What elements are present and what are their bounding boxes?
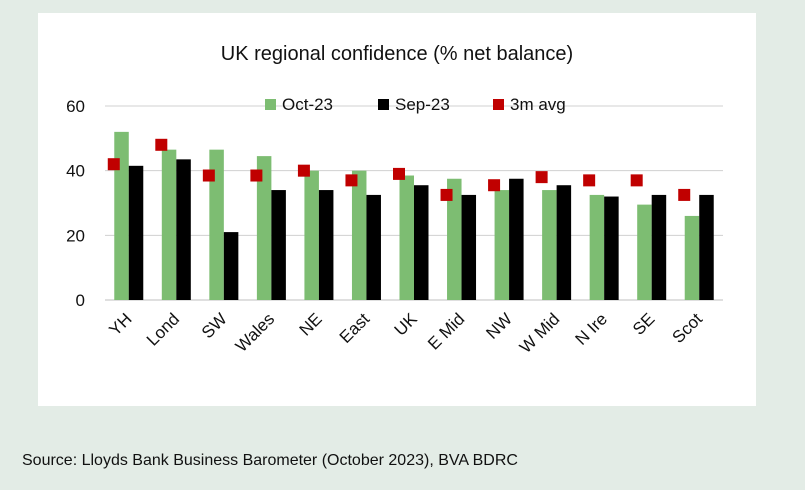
x-tick-label: Scot [669,309,707,347]
x-tick-label: Lond [143,309,183,349]
bar-oct-scot [684,215,700,300]
bar-sep-e-mid [461,194,477,300]
x-tick-label: YH [105,309,135,339]
bar-sep-sw [223,232,239,300]
x-tick-label: SE [629,309,658,338]
x-tick-label: Wales [232,309,278,355]
x-tick-label: W Mid [516,309,563,356]
bar-oct-east [351,170,367,300]
y-axis: 0 20 40 60 [66,97,85,310]
y-tick-label: 40 [66,162,85,181]
bar-oct-ne [304,170,319,300]
bar-oct-se [637,204,652,300]
legend-label: 3m avg [510,95,566,114]
legend-swatch [378,99,389,110]
bar-sep-yh [128,165,144,300]
bar-oct-uk [399,175,414,300]
avg-marker-w-mid [535,171,548,184]
x-tick-label: E Mid [424,309,468,353]
y-tick-label: 20 [66,226,85,245]
y-tick-label: 0 [76,291,85,310]
legend: Oct-23 Sep-23 3m avg [265,95,566,114]
y-tick-label: 60 [66,97,85,116]
avg-marker-n-ire [583,174,596,187]
legend-label: Sep-23 [395,95,450,114]
chart-panel: UK regional confidence (% net balance) 0… [38,13,756,406]
x-tick-label: UK [391,309,422,340]
avg-marker-lond [155,138,168,151]
avg-marker-scot [678,188,691,201]
x-axis: YH Lond SW Wales NE East UK E Mid NW W Mid N Ire SE… [105,309,706,357]
bars [114,131,714,300]
x-tick-label: SW [198,309,231,342]
bar-oct-sw [209,149,224,300]
source-note: Source: Lloyds Bank Business Barometer (… [22,452,518,469]
avg-marker-wales [250,169,263,182]
bar-sep-scot [699,194,714,300]
bar-oct-e-mid [447,178,462,300]
bar-oct-yh [114,131,129,300]
bar-sep-lond [176,159,191,300]
bar-sep-n-ire [604,196,619,300]
bar-sep-ne [318,190,334,300]
avg-marker-nw [488,179,501,192]
x-tick-label: NE [296,309,326,339]
legend-swatch [493,99,504,110]
avg-marker-e-mid [440,188,453,201]
avg-marker-east [345,174,358,187]
avg-markers [107,138,691,201]
bar-oct-w-mid [542,190,557,300]
bar-oct-lond [161,149,177,300]
avg-marker-se [630,174,643,187]
bar-oct-n-ire [589,194,605,300]
bar-oct-wales [256,156,272,300]
bar-sep-w-mid [556,185,572,300]
avg-marker-sw [202,169,215,182]
legend-label: Oct-23 [282,95,333,114]
bar-sep-wales [271,190,286,300]
legend-swatch [265,99,276,110]
bar-chart: UK regional confidence (% net balance) 0… [66,43,723,357]
chart-title: UK regional confidence (% net balance) [221,43,573,65]
avg-marker-yh [107,158,120,171]
x-tick-label: NW [482,309,515,342]
bar-oct-nw [494,190,510,300]
avg-marker-uk [393,167,405,180]
bar-sep-nw [509,178,524,300]
bar-sep-uk [414,185,429,300]
bar-sep-east [366,194,381,300]
x-tick-label: East [336,309,374,347]
x-tick-label: N Ire [571,309,610,348]
bar-sep-se [651,194,667,300]
avg-marker-ne [297,164,310,177]
